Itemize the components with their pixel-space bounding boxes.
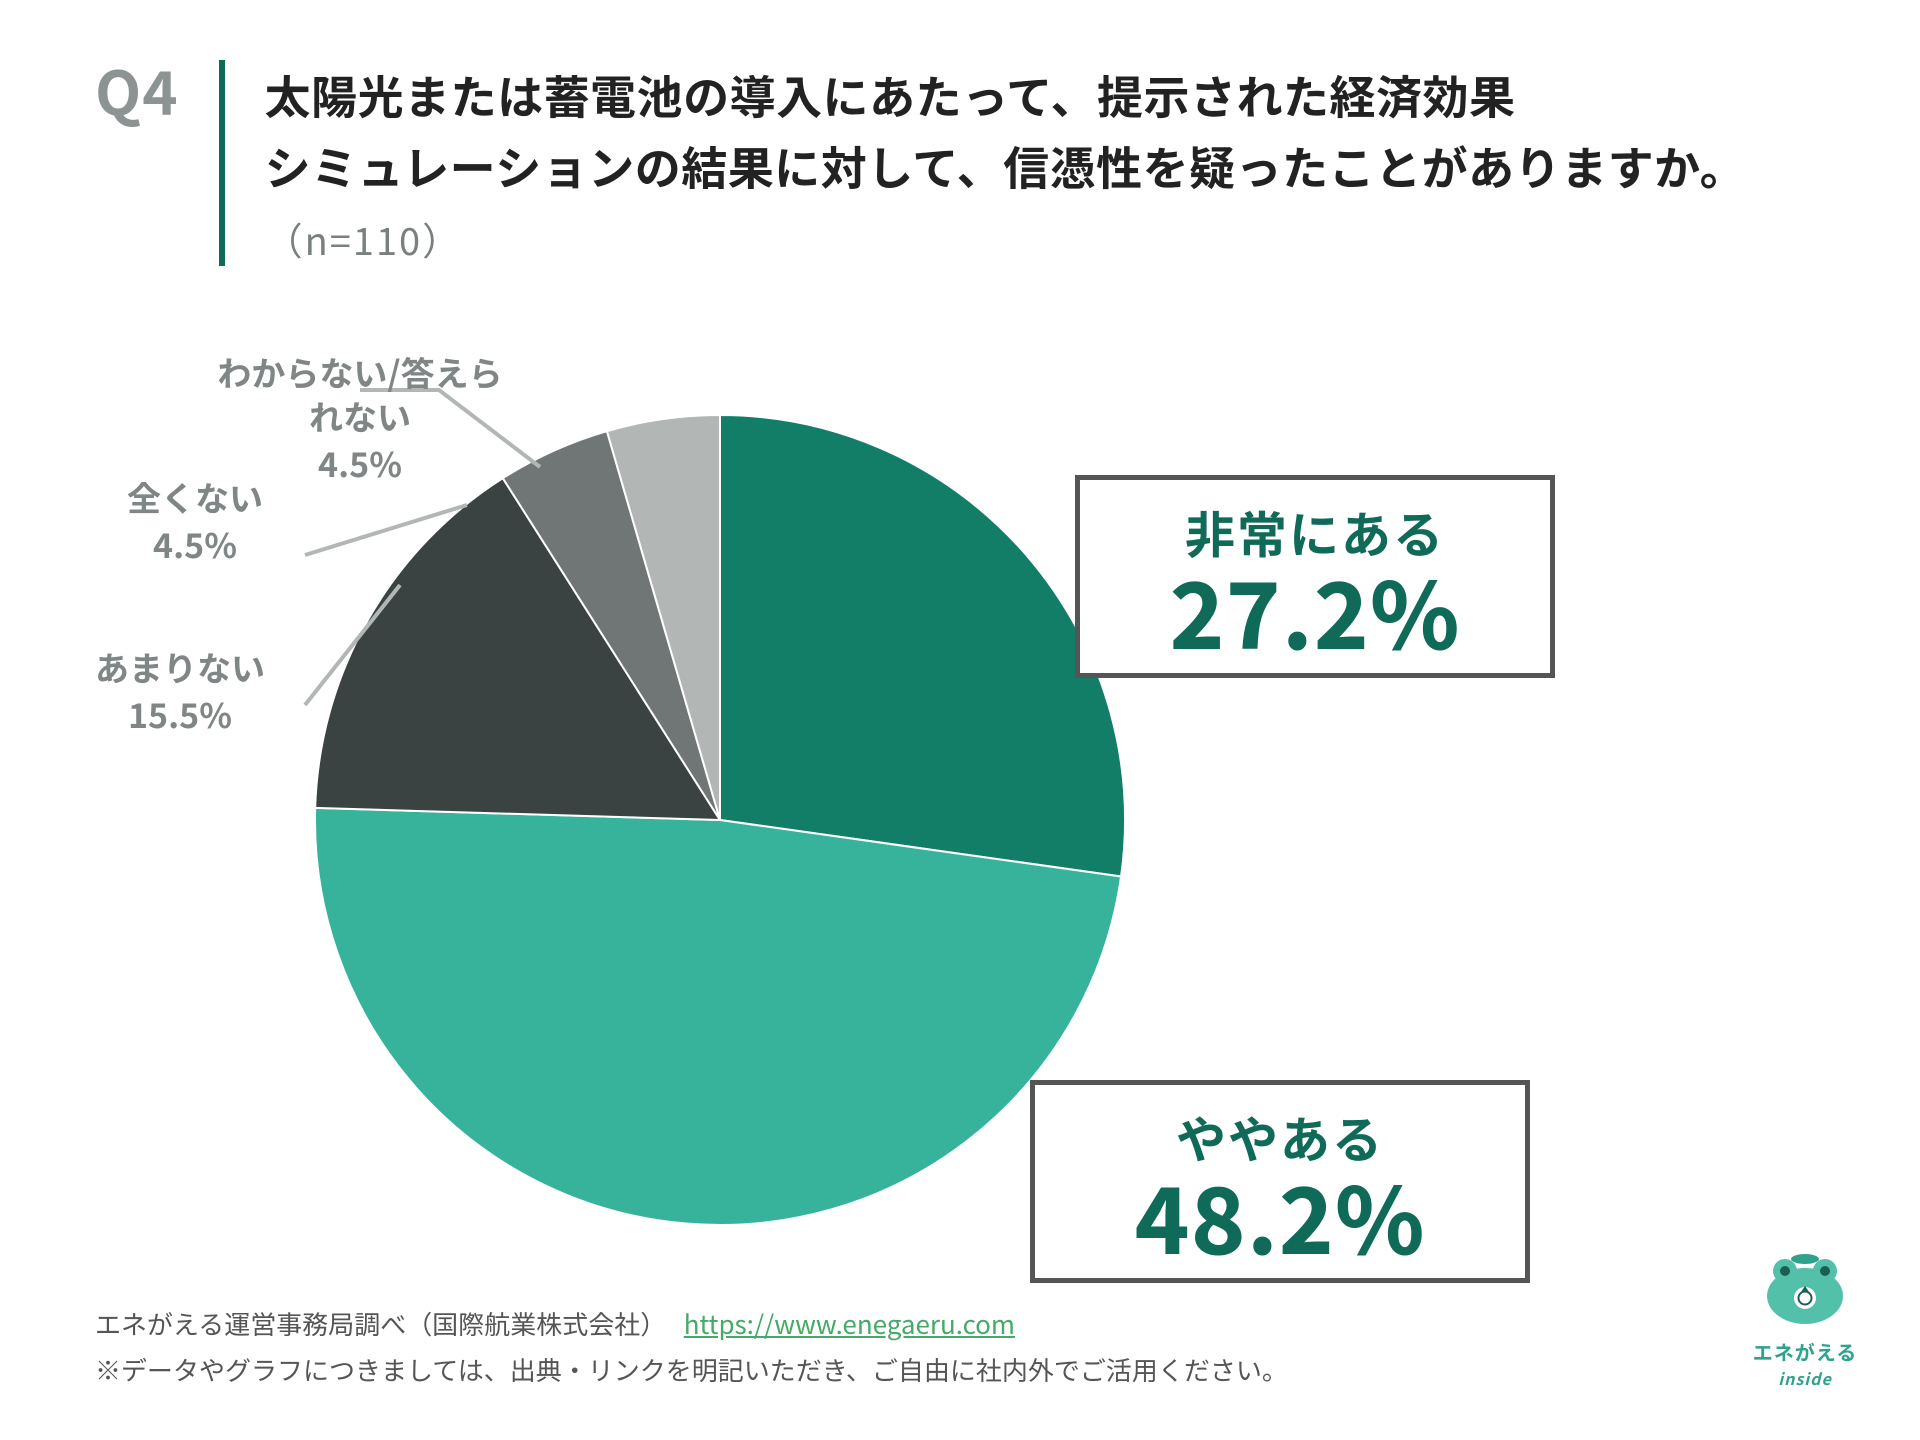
footer-line2: ※データやグラフにつきましては、出典・リンクを明記いただき、ご自由に社内外でご活… <box>95 1347 1720 1393</box>
pie-slice-0 <box>720 415 1125 876</box>
small-label-1: 全くない4.5% <box>45 475 345 568</box>
question-header: Q4 太陽光または蓄電池の導入にあたって、提示された経済効果 シミュレーションの… <box>95 60 1860 266</box>
question-title-line1: 太陽光または蓄電池の導入にあたって、提示された経済効果 <box>265 62 1516 128</box>
small-label-text-0: あまりない <box>30 645 330 689</box>
chart-area: あまりない15.5%全くない4.5%わからない/答えられない4.5%非常にある2… <box>0 300 1920 1320</box>
question-sample-n: （n=110） <box>265 211 1860 266</box>
small-label-2: わからない/答えられない4.5% <box>210 350 510 487</box>
highlight-box-0: 非常にある27.2% <box>1075 475 1555 678</box>
question-title-line2: シミュレーションの結果に対して、信憑性を疑ったことがありますか。 <box>265 133 1747 199</box>
question-title: 太陽光または蓄電池の導入にあたって、提示された経済効果 シミュレーションの結果に… <box>265 60 1860 203</box>
footer-line1: エネがえる運営事務局調べ（国際航業株式会社） https://www.enega… <box>95 1301 1720 1347</box>
question-text-block: 太陽光または蓄電池の導入にあたって、提示された経済効果 シミュレーションの結果に… <box>265 60 1860 266</box>
header-accent-bar <box>219 60 225 266</box>
footer-link[interactable]: https://www.enegaeru.com <box>684 1305 1015 1342</box>
highlight-box-1: ややある48.2% <box>1030 1080 1530 1283</box>
question-number: Q4 <box>95 60 219 120</box>
footer-block: エネがえる運営事務局調べ（国際航業株式会社） https://www.enega… <box>95 1301 1720 1392</box>
small-label-pct-0: 15.5% <box>30 689 330 738</box>
highlight-pct-1: 48.2% <box>1085 1167 1475 1264</box>
footer-source: エネがえる運営事務局調べ（国際航業株式会社） <box>95 1305 666 1342</box>
pie-slice-1 <box>315 808 1121 1225</box>
brand-logo: エネがえる inside <box>1740 1241 1870 1390</box>
small-label-pct-1: 4.5% <box>45 519 345 568</box>
brand-name: エネがえる <box>1740 1337 1870 1366</box>
small-label-pct-2: 4.5% <box>210 438 510 487</box>
small-label-text-2: わからない/答えられない <box>210 350 510 438</box>
frog-icon <box>1755 1241 1855 1331</box>
small-label-0: あまりない15.5% <box>30 645 330 738</box>
brand-tagline: inside <box>1740 1366 1870 1390</box>
highlight-pct-0: 27.2% <box>1130 562 1500 659</box>
